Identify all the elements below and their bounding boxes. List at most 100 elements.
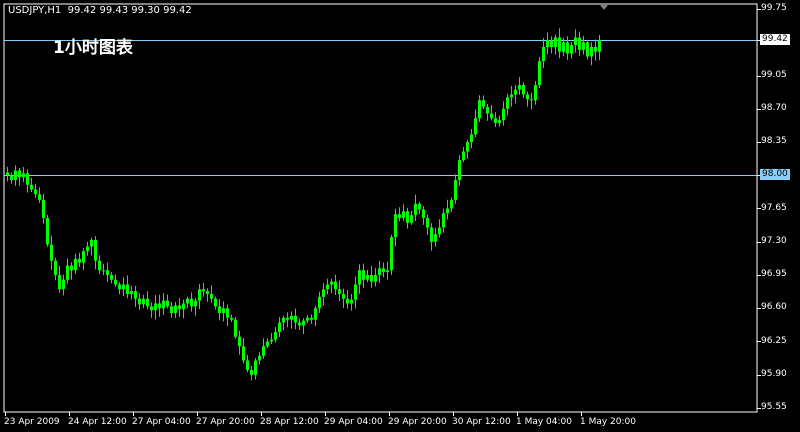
- candle: [10, 172, 13, 184]
- candle-body: [38, 194, 41, 200]
- candle: [238, 330, 241, 355]
- candle-body: [150, 306, 153, 311]
- candle: [470, 129, 473, 149]
- candle-body: [186, 298, 189, 304]
- candle-body: [182, 303, 185, 310]
- candle-body: [58, 275, 61, 290]
- candle-body: [518, 85, 521, 90]
- candle-body: [302, 320, 305, 326]
- candle: [306, 315, 309, 324]
- candle-body: [126, 284, 129, 294]
- candle-body: [102, 270, 105, 272]
- candle-body: [78, 258, 81, 263]
- candle: [334, 274, 337, 295]
- candle: [146, 291, 149, 310]
- candle: [270, 332, 273, 345]
- time-axis-label: 28 Apr 12:00: [260, 417, 319, 427]
- candle: [566, 36, 569, 60]
- candle: [586, 39, 589, 60]
- candle-body: [586, 42, 589, 57]
- time-axis-label: 29 Apr 04:00: [324, 417, 383, 427]
- candle-body: [422, 209, 425, 218]
- candle-body: [122, 284, 125, 290]
- candle: [158, 294, 161, 317]
- candle: [138, 293, 141, 310]
- candle: [478, 95, 481, 122]
- candle: [114, 274, 117, 288]
- candle: [98, 255, 101, 274]
- price-axis-label: 96.95: [761, 269, 787, 279]
- candle: [70, 262, 73, 280]
- candle: [38, 187, 41, 204]
- candle-body: [130, 291, 133, 294]
- candle: [150, 302, 153, 318]
- candle: [594, 39, 597, 61]
- candle-body: [266, 341, 269, 347]
- candle: [278, 316, 281, 338]
- time-axis-label: 24 Apr 12:00: [68, 417, 127, 427]
- candle-body: [22, 173, 25, 178]
- candle-body: [558, 37, 561, 52]
- candle-body: [158, 303, 161, 309]
- candle: [202, 282, 205, 297]
- candle-body: [358, 270, 361, 285]
- candle-body: [442, 213, 445, 228]
- price-axis-label: 95.55: [761, 402, 787, 412]
- candle-body: [326, 284, 329, 290]
- candle-body: [570, 45, 573, 54]
- candle: [26, 169, 29, 193]
- symbol-header: USDJPY,H1 99.42 99.43 99.30 99.42: [8, 5, 192, 16]
- candle-body: [94, 239, 97, 261]
- candle: [118, 282, 121, 295]
- candle: [14, 165, 17, 186]
- candle: [414, 194, 417, 221]
- candle: [394, 208, 397, 247]
- candle: [442, 208, 445, 233]
- candle-body: [306, 317, 309, 321]
- candle-body: [514, 89, 517, 95]
- candle: [166, 294, 169, 309]
- candle-body: [370, 275, 373, 282]
- candle-body: [502, 108, 505, 121]
- candle: [294, 308, 297, 330]
- candle-body: [382, 268, 385, 273]
- candle: [226, 304, 229, 326]
- candle-body: [230, 317, 233, 320]
- candle-body: [98, 260, 101, 271]
- candle-body: [398, 214, 401, 218]
- candle-body: [430, 227, 433, 242]
- price-marker-label: 98.00: [760, 169, 790, 181]
- candle: [94, 236, 97, 270]
- candle-body: [42, 199, 45, 218]
- candle-body: [74, 258, 77, 271]
- candle-body: [466, 142, 469, 152]
- candle-body: [238, 336, 241, 347]
- candle-body: [162, 300, 165, 309]
- candle-body: [278, 322, 281, 332]
- candle-body: [222, 308, 225, 313]
- candle: [574, 29, 577, 53]
- candle: [310, 314, 313, 324]
- candle-body: [258, 355, 261, 361]
- candle: [82, 248, 85, 271]
- candle: [498, 115, 501, 127]
- candle-body: [482, 100, 485, 107]
- candle: [502, 101, 505, 126]
- candle: [218, 299, 221, 321]
- candle-body: [18, 170, 21, 178]
- candle: [446, 199, 449, 220]
- candle: [22, 166, 25, 183]
- price-axis-label: 98.35: [761, 136, 787, 146]
- candle-body: [66, 265, 69, 280]
- candle: [466, 139, 469, 160]
- candle-body: [190, 298, 193, 307]
- candle-body: [10, 175, 13, 180]
- candle-body: [6, 172, 9, 176]
- candle-body: [298, 322, 301, 326]
- candle: [346, 290, 349, 309]
- candle: [78, 252, 81, 268]
- candle-body: [26, 173, 29, 185]
- candle: [6, 166, 9, 182]
